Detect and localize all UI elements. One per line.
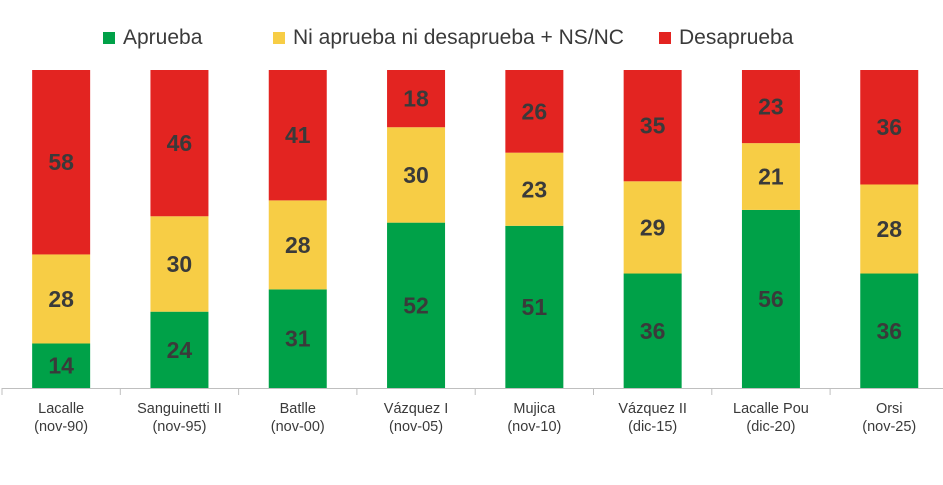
- legend-item-aprueba: Aprueba: [103, 26, 203, 49]
- bar-segment-desaprueba: [268, 70, 327, 201]
- bar-segment-desaprueba: [150, 70, 209, 217]
- data-label: 23: [758, 94, 784, 120]
- bar-stack-sanguinetti-ii: 24 30 46: [150, 70, 209, 388]
- bar-segment-aprueba: [505, 225, 564, 388]
- x-axis: Lacalle (nov-90) Sanguinetti II (nov-95) Bat…: [1, 388, 943, 435]
- x-tick-label: Lacalle Pou: [733, 401, 809, 417]
- bar-stack-lacalle-pou: 56 21 23: [741, 70, 800, 388]
- bar-stack-vazquez-ii: 36 29 35: [623, 70, 682, 388]
- x-tick-sublabel: (nov-25): [862, 419, 916, 435]
- x-tick-sublabel: (nov-00): [271, 419, 325, 435]
- legend-swatch: [273, 32, 285, 44]
- bar-segment-ni-aprueba-ni-desaprueba-ns-nc: [505, 152, 564, 226]
- data-label: 28: [876, 216, 902, 242]
- legend-label: Desaprueba: [679, 26, 794, 49]
- x-tick-label: Mujica: [513, 401, 556, 417]
- legend-item-desaprueba: Desaprueba: [659, 26, 794, 49]
- x-tick-sublabel: (nov-05): [389, 419, 443, 435]
- bar-segment-aprueba: [860, 273, 919, 388]
- legend-swatch: [659, 32, 671, 44]
- bar-segment-ni-aprueba-ni-desaprueba-ns-nc: [32, 254, 91, 344]
- data-label: 41: [285, 122, 311, 148]
- bar-segment-ni-aprueba-ni-desaprueba-ns-nc: [150, 216, 209, 312]
- bar-stack-mujica: 51 23 26: [505, 70, 564, 388]
- data-label: 58: [48, 149, 74, 175]
- legend-swatch: [103, 32, 115, 44]
- data-label: 18: [403, 86, 429, 112]
- x-tick-label: Vázquez II: [618, 401, 687, 417]
- data-label: 36: [876, 318, 902, 344]
- bar-segment-aprueba: [32, 343, 91, 388]
- x-tick-label: Orsi: [876, 401, 903, 417]
- x-tick-label: Lacalle: [38, 401, 84, 417]
- bar-segment-aprueba: [387, 222, 446, 388]
- x-tick-sublabel: (dic-20): [746, 419, 795, 435]
- bar-stack-vazquez-i: 52 30 18: [387, 70, 446, 388]
- bar-stack-orsi: 36 28 36: [860, 70, 919, 388]
- bar-stack-batlle: 31 28 41: [268, 70, 327, 388]
- data-label: 36: [640, 318, 666, 344]
- bar-segment-ni-aprueba-ni-desaprueba-ns-nc: [741, 143, 800, 210]
- bar-segment-aprueba: [741, 209, 800, 388]
- bar-segment-aprueba: [150, 311, 209, 388]
- data-label: 52: [403, 292, 429, 318]
- bars: 14 28 58 24 30 46 31 28 41 52 30 18 51 23 26 36 29 35 56 21…: [32, 70, 919, 388]
- bar-stack-lacalle: 14 28 58: [32, 70, 91, 388]
- data-label: 24: [167, 337, 193, 363]
- bar-segment-aprueba: [623, 273, 682, 388]
- bar-segment-desaprueba: [623, 70, 682, 182]
- x-tick-sublabel: (nov-95): [152, 419, 206, 435]
- x-tick-sublabel: (nov-90): [34, 419, 88, 435]
- legend-label: Aprueba: [123, 26, 203, 49]
- data-label: 28: [48, 286, 74, 312]
- legend-item-ni-aprueba-ni-desaprueba-ns-nc: Ni aprueba ni desaprueba + NS/NC: [273, 26, 624, 49]
- bar-segment-desaprueba: [741, 70, 800, 144]
- data-label: 30: [403, 162, 429, 188]
- data-label: 14: [48, 353, 74, 379]
- legend-label: Ni aprueba ni desaprueba + NS/NC: [293, 26, 624, 49]
- bar-segment-desaprueba: [505, 70, 564, 153]
- bar-segment-ni-aprueba-ni-desaprueba-ns-nc: [623, 181, 682, 274]
- data-label: 26: [522, 98, 548, 124]
- bar-segment-ni-aprueba-ni-desaprueba-ns-nc: [268, 200, 327, 290]
- data-label: 56: [758, 286, 784, 312]
- data-label: 30: [167, 251, 193, 277]
- bar-segment-desaprueba: [32, 70, 91, 255]
- x-tick-label: Batlle: [280, 401, 316, 417]
- data-label: 36: [876, 114, 902, 140]
- legend: Aprueba Ni aprueba ni desaprueba + NS/NC D…: [103, 26, 794, 49]
- data-label: 31: [285, 326, 311, 352]
- bar-segment-ni-aprueba-ni-desaprueba-ns-nc: [387, 127, 446, 223]
- data-label: 29: [640, 214, 666, 240]
- bar-segment-aprueba: [268, 289, 327, 388]
- data-label: 23: [522, 176, 548, 202]
- x-tick-sublabel: (nov-10): [507, 419, 561, 435]
- x-tick-sublabel: (dic-15): [628, 419, 677, 435]
- x-tick-label: Sanguinetti II: [137, 401, 222, 417]
- bar-segment-desaprueba: [387, 70, 446, 128]
- x-tick-label: Vázquez I: [384, 401, 449, 417]
- data-label: 35: [640, 113, 666, 139]
- data-label: 28: [285, 232, 311, 258]
- bar-segment-ni-aprueba-ni-desaprueba-ns-nc: [860, 184, 919, 274]
- data-label: 51: [522, 294, 548, 320]
- data-label: 21: [758, 164, 784, 190]
- bar-segment-desaprueba: [860, 70, 919, 185]
- data-label: 46: [167, 130, 193, 156]
